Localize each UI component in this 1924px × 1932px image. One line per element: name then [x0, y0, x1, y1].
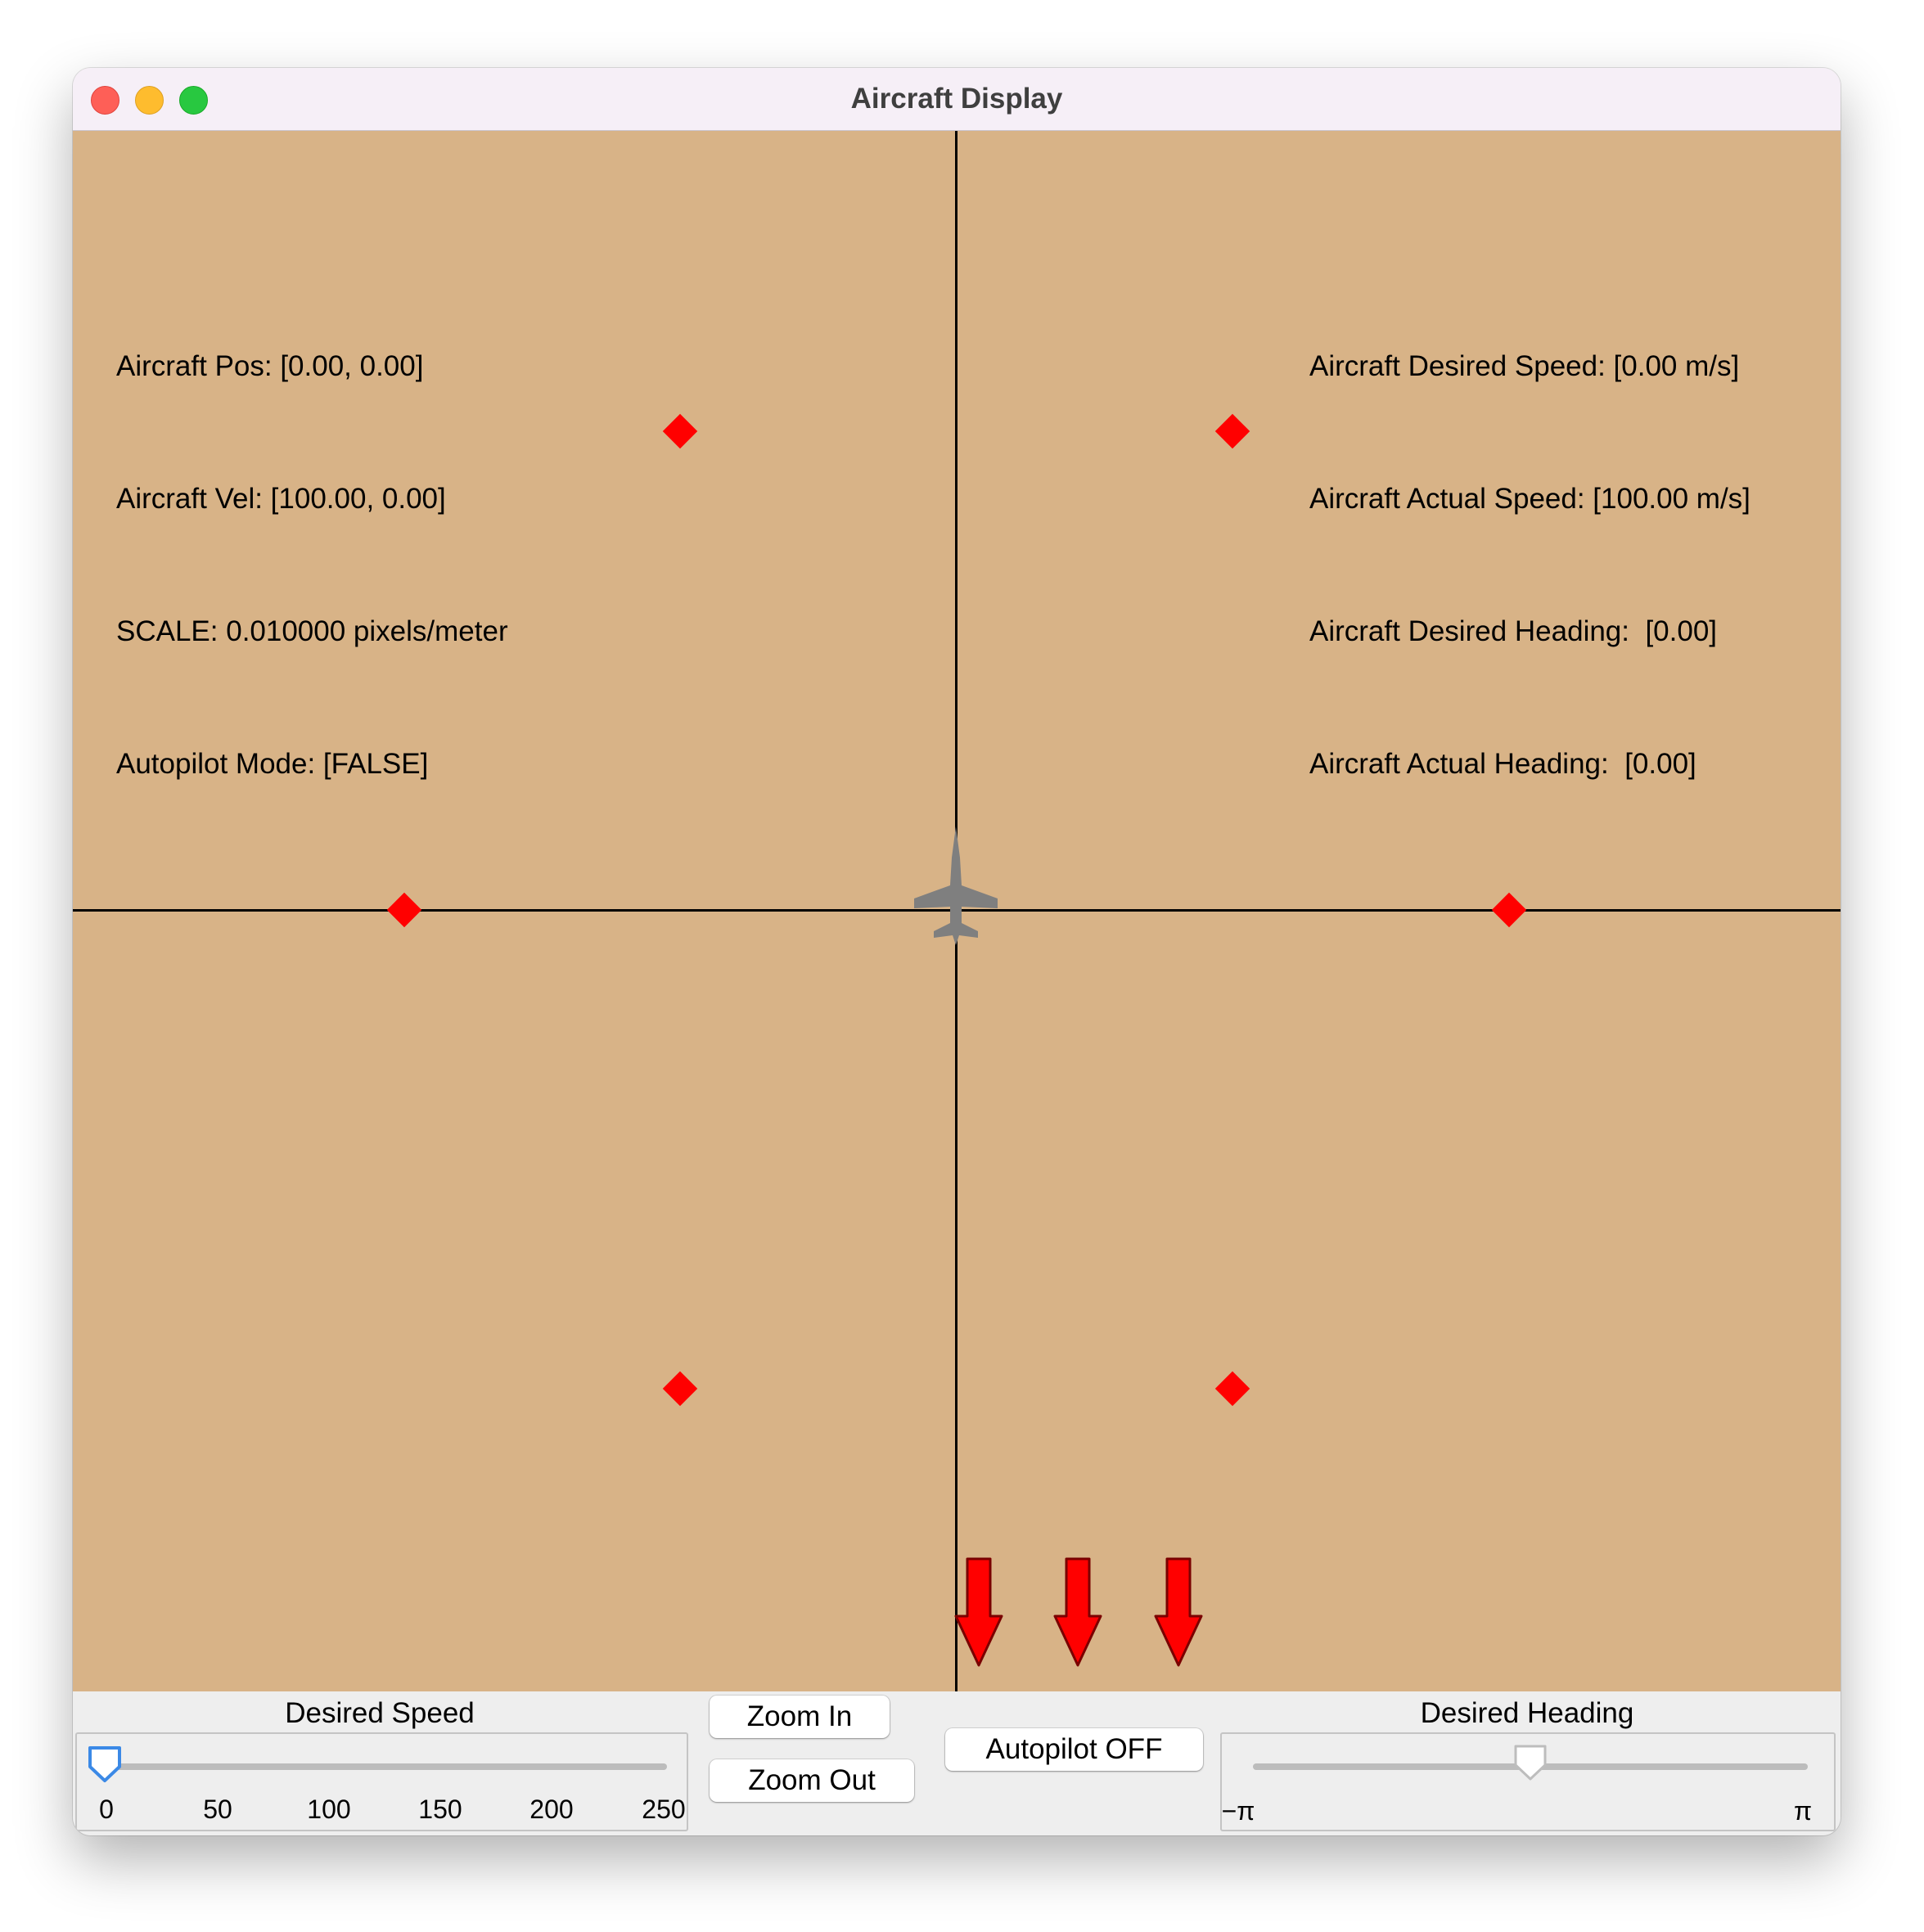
close-window-button[interactable] [91, 86, 119, 115]
maximize-window-button[interactable] [179, 86, 208, 115]
waypoint-marker [1214, 413, 1250, 449]
speed-tick-label: 200 [529, 1795, 574, 1824]
desired-speed-title: Desired Speed [285, 1697, 475, 1729]
heading-slider-thumb[interactable] [1513, 1744, 1548, 1781]
aircraft-pos-text: Aircraft Pos: [0.00, 0.00] [116, 350, 424, 382]
desired-speed-slider[interactable]: 0 50 100 150 200 250 [75, 1732, 688, 1831]
annotation-arrow-icon [1053, 1557, 1102, 1667]
map-viewport[interactable]: Aircraft Pos: [0.00, 0.00] Aircraft Vel:… [73, 131, 1841, 1691]
autopilot-mode-text: Autopilot Mode: [FALSE] [116, 748, 429, 780]
actual-speed-text: Aircraft Actual Speed: [100.00 m/s] [1309, 483, 1751, 515]
aircraft-display-window: Aircraft Display Aircraft Pos: [0.00, 0.… [73, 68, 1841, 1835]
control-panel: Desired Speed 0 50 100 150 200 250 Zoom … [73, 1691, 1841, 1835]
desired-speed-text: Aircraft Desired Speed: [0.00 m/s] [1309, 350, 1740, 382]
desired-heading-text: Aircraft Desired Heading: [0.00] [1309, 615, 1718, 647]
heading-max-label: π [1793, 1796, 1813, 1826]
annotation-arrow-icon [954, 1557, 1003, 1667]
actual-heading-text: Aircraft Actual Heading: [0.00] [1309, 748, 1696, 780]
waypoint-marker [386, 892, 422, 928]
waypoint-marker [662, 413, 698, 449]
zoom-in-button[interactable]: Zoom In [710, 1696, 890, 1738]
waypoint-marker [662, 1371, 698, 1407]
window-title: Aircraft Display [850, 83, 1063, 115]
minimize-window-button[interactable] [135, 86, 164, 115]
speed-tick-label: 250 [642, 1795, 686, 1824]
desired-heading-slider[interactable]: −π π [1220, 1732, 1836, 1831]
autopilot-toggle-button[interactable]: Autopilot OFF [945, 1728, 1203, 1771]
aircraft-vel-text: Aircraft Vel: [100.00, 0.00] [116, 483, 446, 515]
speed-tick-label: 100 [307, 1795, 351, 1824]
speed-slider-thumb[interactable] [88, 1745, 122, 1783]
waypoint-marker [1214, 1371, 1250, 1407]
aircraft-icon [914, 826, 998, 945]
heading-min-label: −π [1221, 1796, 1255, 1826]
scale-text: SCALE: 0.010000 pixels/meter [116, 615, 508, 647]
title-bar[interactable]: Aircraft Display [73, 68, 1841, 131]
telemetry-left: Aircraft Pos: [0.00, 0.00] Aircraft Vel:… [116, 256, 508, 875]
speed-tick-label: 150 [418, 1795, 462, 1824]
speed-tick-label: 0 [99, 1795, 114, 1824]
desired-heading-title: Desired Heading [1420, 1697, 1634, 1729]
zoom-out-button[interactable]: Zoom Out [710, 1759, 914, 1802]
speed-tick-label: 50 [203, 1795, 232, 1824]
waypoint-marker [1491, 892, 1527, 928]
annotation-arrow-icon [1154, 1557, 1203, 1667]
speed-slider-track[interactable] [100, 1763, 667, 1770]
telemetry-right: Aircraft Desired Speed: [0.00 m/s] Aircr… [1309, 256, 1751, 875]
